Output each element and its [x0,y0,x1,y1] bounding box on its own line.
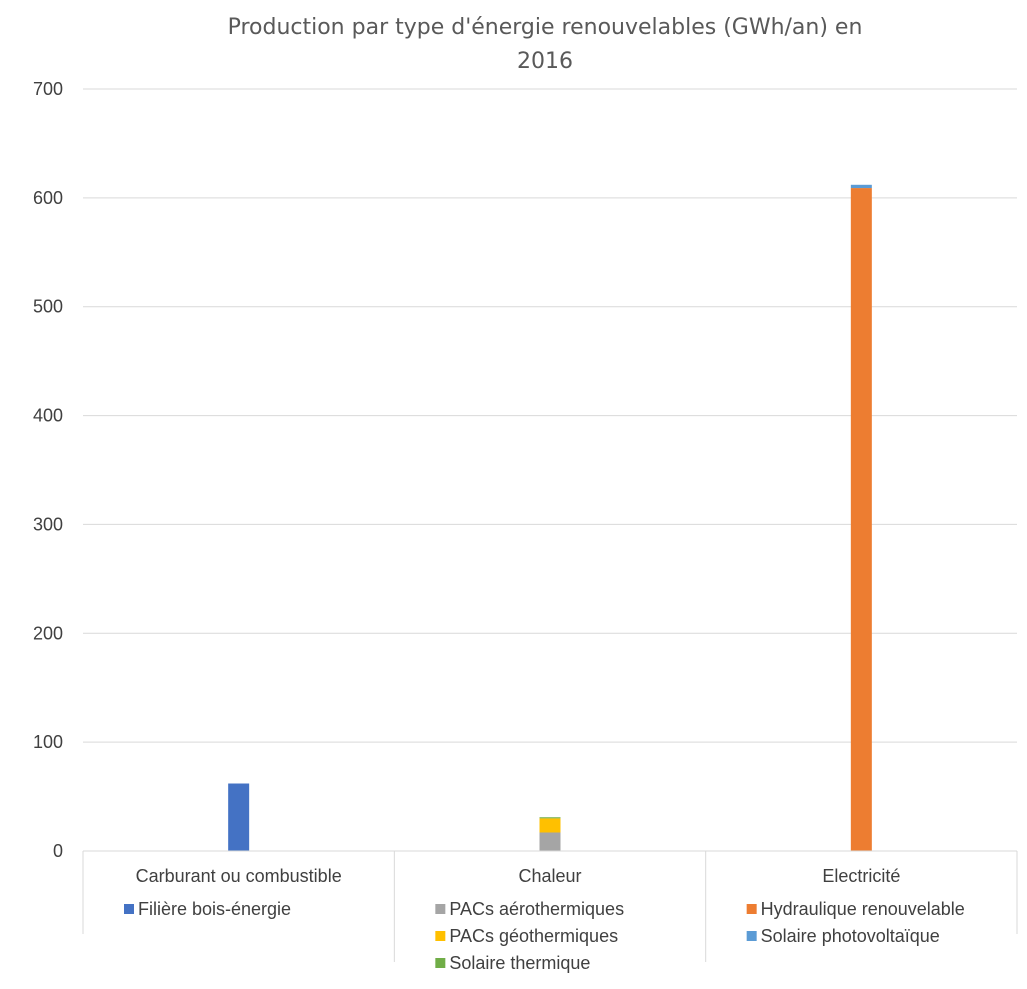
bar-segment [539,832,561,851]
bar-segment [850,184,872,189]
y-tick-label: 200 [33,623,63,643]
category-label: Chaleur [518,866,581,886]
category-label: Carburant ou combustible [136,866,342,886]
legends: Filière bois-énergie PACs aérothermiques P… [124,899,965,973]
bar-segment [539,817,561,819]
bar-segment [539,818,561,833]
y-tick-label: 500 [33,297,63,317]
gridlines [83,88,1017,743]
legend-label: Filière bois-énergie [138,899,291,919]
y-tick-label: 600 [33,188,63,208]
legend-swatch [124,904,134,914]
legend-swatch [435,904,446,914]
y-axis-tick-labels: 0 100 200 300 400 500 600 700 [33,79,63,861]
chart-title-line-2: 2016 [517,49,573,74]
bar-segment [850,188,872,851]
legend-label: Solaire photovoltaïque [761,926,940,946]
category-label: Electricité [822,866,900,886]
legend-swatch [746,904,757,914]
bars [228,184,872,851]
y-tick-label: 400 [33,406,63,426]
legend-label: Solaire thermique [449,953,590,973]
legend-swatch [435,958,446,968]
y-tick-label: 0 [53,841,63,861]
y-tick-label: 100 [33,732,63,752]
legend-label: Hydraulique renouvelable [761,899,965,919]
bar-segment [228,783,250,851]
y-tick-label: 700 [33,79,63,99]
legend-label: PACs géothermiques [449,926,618,946]
legend-swatch [435,931,446,941]
legend-label: PACs aérothermiques [449,899,624,919]
category-axis: Carburant ou combustible Chaleur Electrici… [82,850,1018,962]
y-tick-label: 300 [33,514,63,534]
legend-swatch [746,931,757,941]
chart-title-line-1: Production par type d'énergie renouvelab… [228,15,863,40]
